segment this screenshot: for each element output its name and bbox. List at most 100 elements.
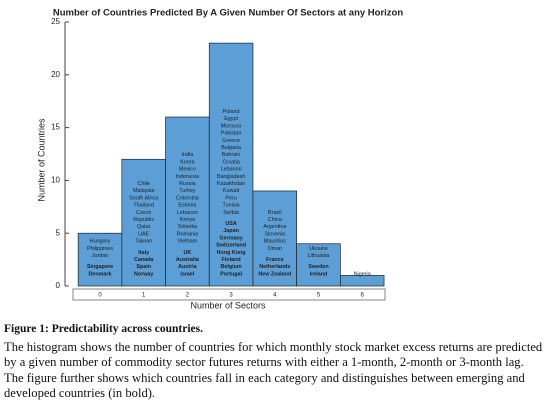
country-label-emerging: Republic [133, 217, 154, 223]
country-label-developed: Denmark [88, 271, 111, 277]
country-label-emerging: Pakistan [221, 131, 242, 137]
country-label-emerging: Korea [180, 159, 194, 165]
country-label-emerging: Malaysia [133, 188, 154, 194]
country-label-emerging: Srilanka [178, 224, 197, 230]
country-label-developed: Portugal [220, 271, 242, 277]
country-label-emerging: Mexico [179, 167, 196, 173]
x-tick-label: 5 [317, 293, 321, 299]
country-label-developed: Australia [176, 257, 200, 263]
bar [208, 42, 254, 287]
chart: Number of Countries Predicted By A Given… [36, 8, 404, 311]
country-label-developed: Singapore [87, 264, 113, 270]
country-label-emerging: South Africa [129, 195, 158, 201]
country-label-emerging: Thailand [133, 203, 154, 209]
country-label-developed: Sweden [308, 264, 328, 270]
country-label-emerging: Greece [222, 138, 240, 144]
country-label-emerging: Ukraine [309, 246, 328, 252]
country-label-emerging: Romania [177, 231, 199, 237]
country-label-emerging: Kenya [180, 217, 195, 223]
bar [340, 275, 385, 287]
country-label-emerging: Croatia [222, 159, 239, 165]
country-label-emerging: Serbia [223, 210, 239, 216]
country-label-developed: Switzerland [216, 243, 246, 249]
country-label-emerging: Kuwait [223, 188, 240, 194]
country-label-emerging: China [268, 217, 282, 223]
country-label-emerging: Brazil [268, 210, 281, 216]
country-label-emerging: Qatar [137, 224, 151, 230]
country-label-developed: Hong Kong [217, 250, 246, 256]
country-label-emerging: Czech [136, 210, 151, 216]
country-label-developed: Finland [222, 257, 241, 263]
country-label-developed: UK [184, 250, 192, 256]
caption-label: Figure 1: Predictability across countrie… [4, 323, 203, 335]
country-label-developed: Belgium [220, 264, 241, 270]
country-label-emerging: Indonesia [176, 174, 199, 180]
country-label-developed: Ireland [310, 271, 328, 277]
country-label-emerging: Taiwan [135, 239, 152, 245]
country-label-emerging: Egypt [224, 116, 238, 122]
x-tick-label: 2 [186, 293, 190, 299]
country-label-emerging: India [182, 152, 194, 158]
country-label-emerging: UAE [138, 231, 149, 237]
x-tick-label: 1 [142, 293, 146, 299]
y-tick-label: 5 [56, 228, 61, 237]
country-label-emerging: Nigeria [354, 271, 371, 277]
x-axis-label: Number of Sectors [190, 300, 266, 310]
country-label-emerging: Turkey [179, 188, 196, 194]
x-tick-label: 4 [273, 293, 277, 299]
x-tick-label: 6 [361, 293, 365, 299]
country-label-developed: New Zealand [258, 271, 291, 277]
country-label-emerging: Jordan [92, 253, 108, 259]
y-tick-label: 10 [51, 176, 60, 185]
country-label-emerging: Philippines [87, 246, 113, 252]
country-label-emerging: Tunisia [223, 203, 240, 209]
country-label-developed: Germany [219, 235, 242, 241]
country-label-developed: Japan [223, 228, 239, 234]
x-tick-label: 0 [98, 293, 102, 299]
x-axis-box [72, 288, 386, 301]
country-label-emerging: Russia [179, 181, 195, 187]
country-label-emerging: Vietnam [178, 239, 198, 245]
country-label-emerging: Peru [225, 195, 236, 201]
country-label-emerging: Slovenia [264, 231, 285, 237]
y-tick-label: 15 [51, 123, 60, 132]
country-label-emerging: Estonia [178, 203, 196, 209]
country-label-developed: France [266, 257, 284, 263]
bar [121, 158, 166, 287]
country-label-emerging: Chile [138, 181, 150, 187]
country-label-emerging: Bahrain [222, 152, 241, 158]
country-label-emerging: Lebanon [177, 210, 198, 216]
country-label-developed: Canada [134, 257, 154, 263]
country-label-developed: Italy [138, 250, 149, 256]
caption: Figure 1: Predictability across countrie… [4, 322, 544, 402]
bar [296, 243, 341, 287]
country-label-emerging: Hungary [90, 239, 111, 245]
country-label-emerging: Colombia [176, 195, 199, 201]
y-tick-label: 20 [51, 70, 60, 79]
country-label-emerging: Lithuania [308, 253, 330, 259]
x-tick-label: 3 [229, 293, 233, 299]
country-label-emerging: Mauritius [264, 239, 286, 245]
bar [77, 232, 123, 287]
country-label-emerging: Bulgaria [221, 145, 241, 151]
country-label-emerging: Lebanon [221, 167, 242, 173]
country-label-emerging: Oman [267, 246, 282, 252]
country-label-emerging: Bangladesh [217, 174, 245, 180]
country-label-developed: Norway [134, 271, 153, 277]
country-label-developed: Austria [178, 264, 198, 270]
country-label-emerging: Kazakhstan [217, 181, 245, 187]
country-label-developed: Spain [136, 264, 151, 270]
caption-text: The histogram shows the number of countr… [4, 339, 543, 401]
country-label-emerging: Argentina [263, 224, 286, 230]
bar [165, 116, 210, 287]
country-label-developed: Netherlands [259, 264, 290, 270]
country-label-emerging: Morocco [221, 123, 242, 129]
country-label-developed: USA [225, 221, 236, 227]
y-tick-label: 25 [51, 17, 60, 26]
y-axis-label: Number of Countries [36, 118, 46, 202]
country-label-emerging: Poland [223, 109, 240, 115]
bar [252, 190, 297, 287]
y-tick-label: 0 [56, 281, 61, 290]
chart-title: Number of Countries Predicted By A Given… [53, 8, 404, 19]
